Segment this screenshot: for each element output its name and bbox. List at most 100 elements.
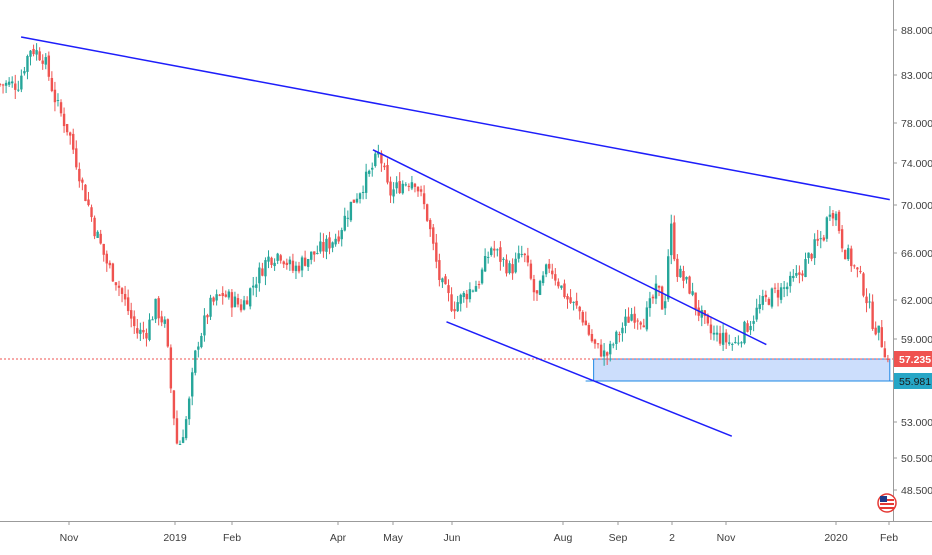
candle[interactable] <box>740 342 743 344</box>
candle[interactable] <box>468 289 472 300</box>
candle[interactable] <box>267 256 270 262</box>
candle[interactable] <box>224 294 227 297</box>
candle[interactable] <box>462 292 465 298</box>
candle[interactable] <box>493 248 496 251</box>
candle[interactable] <box>371 167 374 170</box>
candle[interactable] <box>288 259 292 265</box>
candle[interactable] <box>407 185 411 187</box>
candle[interactable] <box>194 350 197 373</box>
candle[interactable] <box>886 358 890 360</box>
candle[interactable] <box>401 183 404 194</box>
candle[interactable] <box>782 287 786 289</box>
candle[interactable] <box>331 242 334 248</box>
candle[interactable] <box>432 227 435 244</box>
candle[interactable] <box>206 315 209 318</box>
candle[interactable] <box>187 398 191 420</box>
candle[interactable] <box>654 283 658 299</box>
candle[interactable] <box>520 253 523 255</box>
candle[interactable] <box>660 286 664 310</box>
candle[interactable] <box>215 294 218 301</box>
candle[interactable] <box>566 296 569 300</box>
candle[interactable] <box>1 84 5 86</box>
candle[interactable] <box>4 82 8 86</box>
candle[interactable] <box>477 284 481 286</box>
candle[interactable] <box>26 56 29 72</box>
candle[interactable] <box>712 332 716 335</box>
candle[interactable] <box>166 319 170 347</box>
candle[interactable] <box>548 263 551 269</box>
candle[interactable] <box>264 260 267 277</box>
candle[interactable] <box>789 275 792 287</box>
candle[interactable] <box>514 258 517 273</box>
candle[interactable] <box>65 123 69 133</box>
candle[interactable] <box>648 298 652 309</box>
us-flag-icon[interactable] <box>877 493 897 513</box>
candle[interactable] <box>123 293 127 300</box>
candle[interactable] <box>459 294 462 304</box>
candle[interactable] <box>453 309 456 312</box>
candle[interactable] <box>862 273 865 296</box>
candle[interactable] <box>163 319 166 324</box>
candle[interactable] <box>490 248 493 255</box>
candle[interactable] <box>676 258 679 277</box>
candle[interactable] <box>450 294 453 311</box>
candle[interactable] <box>834 213 838 221</box>
candle[interactable] <box>682 271 685 281</box>
candle[interactable] <box>651 296 655 299</box>
candle[interactable] <box>593 339 597 344</box>
candle[interactable] <box>282 261 285 265</box>
candle[interactable] <box>532 279 536 293</box>
candle[interactable] <box>389 181 392 196</box>
candle[interactable] <box>743 321 746 344</box>
candle[interactable] <box>419 189 423 192</box>
candle[interactable] <box>615 331 618 344</box>
candle[interactable] <box>529 263 533 279</box>
candle[interactable] <box>865 296 868 304</box>
candle[interactable] <box>404 184 408 186</box>
candle[interactable] <box>596 343 600 345</box>
candle[interactable] <box>236 298 240 305</box>
candle[interactable] <box>694 292 697 309</box>
candle[interactable] <box>779 287 783 300</box>
candle[interactable] <box>819 238 822 240</box>
candle[interactable] <box>544 264 548 275</box>
candle[interactable] <box>364 171 368 193</box>
candle[interactable] <box>755 307 758 320</box>
candle[interactable] <box>328 237 331 249</box>
candle[interactable] <box>84 184 87 201</box>
candle[interactable] <box>313 251 316 255</box>
candle[interactable] <box>291 260 295 271</box>
candle[interactable] <box>111 263 115 282</box>
candle[interactable] <box>831 213 835 219</box>
candle[interactable] <box>383 165 386 168</box>
candle[interactable] <box>663 301 667 309</box>
candle[interactable] <box>673 222 676 260</box>
candle[interactable] <box>471 290 475 292</box>
candle[interactable] <box>20 75 23 90</box>
candle[interactable] <box>621 327 624 334</box>
candle[interactable] <box>310 251 313 260</box>
candle[interactable] <box>108 262 112 266</box>
upper-trendline[interactable] <box>20 36 890 201</box>
candle[interactable] <box>17 89 20 91</box>
candle[interactable] <box>804 259 807 278</box>
candle[interactable] <box>584 320 588 326</box>
candle[interactable] <box>392 189 395 197</box>
support-zone[interactable] <box>593 358 891 382</box>
candle[interactable] <box>227 291 231 298</box>
candle[interactable] <box>416 186 420 192</box>
candle[interactable] <box>441 278 444 283</box>
candle[interactable] <box>438 260 441 280</box>
candle[interactable] <box>856 267 859 270</box>
candle[interactable] <box>758 304 761 310</box>
candle[interactable] <box>160 316 163 323</box>
candle[interactable] <box>136 328 139 334</box>
candle[interactable] <box>731 343 734 345</box>
candle[interactable] <box>322 242 325 252</box>
candle[interactable] <box>715 332 719 335</box>
candle[interactable] <box>627 316 630 323</box>
candle[interactable] <box>78 168 81 182</box>
candle[interactable] <box>685 276 688 280</box>
candle[interactable] <box>718 333 722 344</box>
